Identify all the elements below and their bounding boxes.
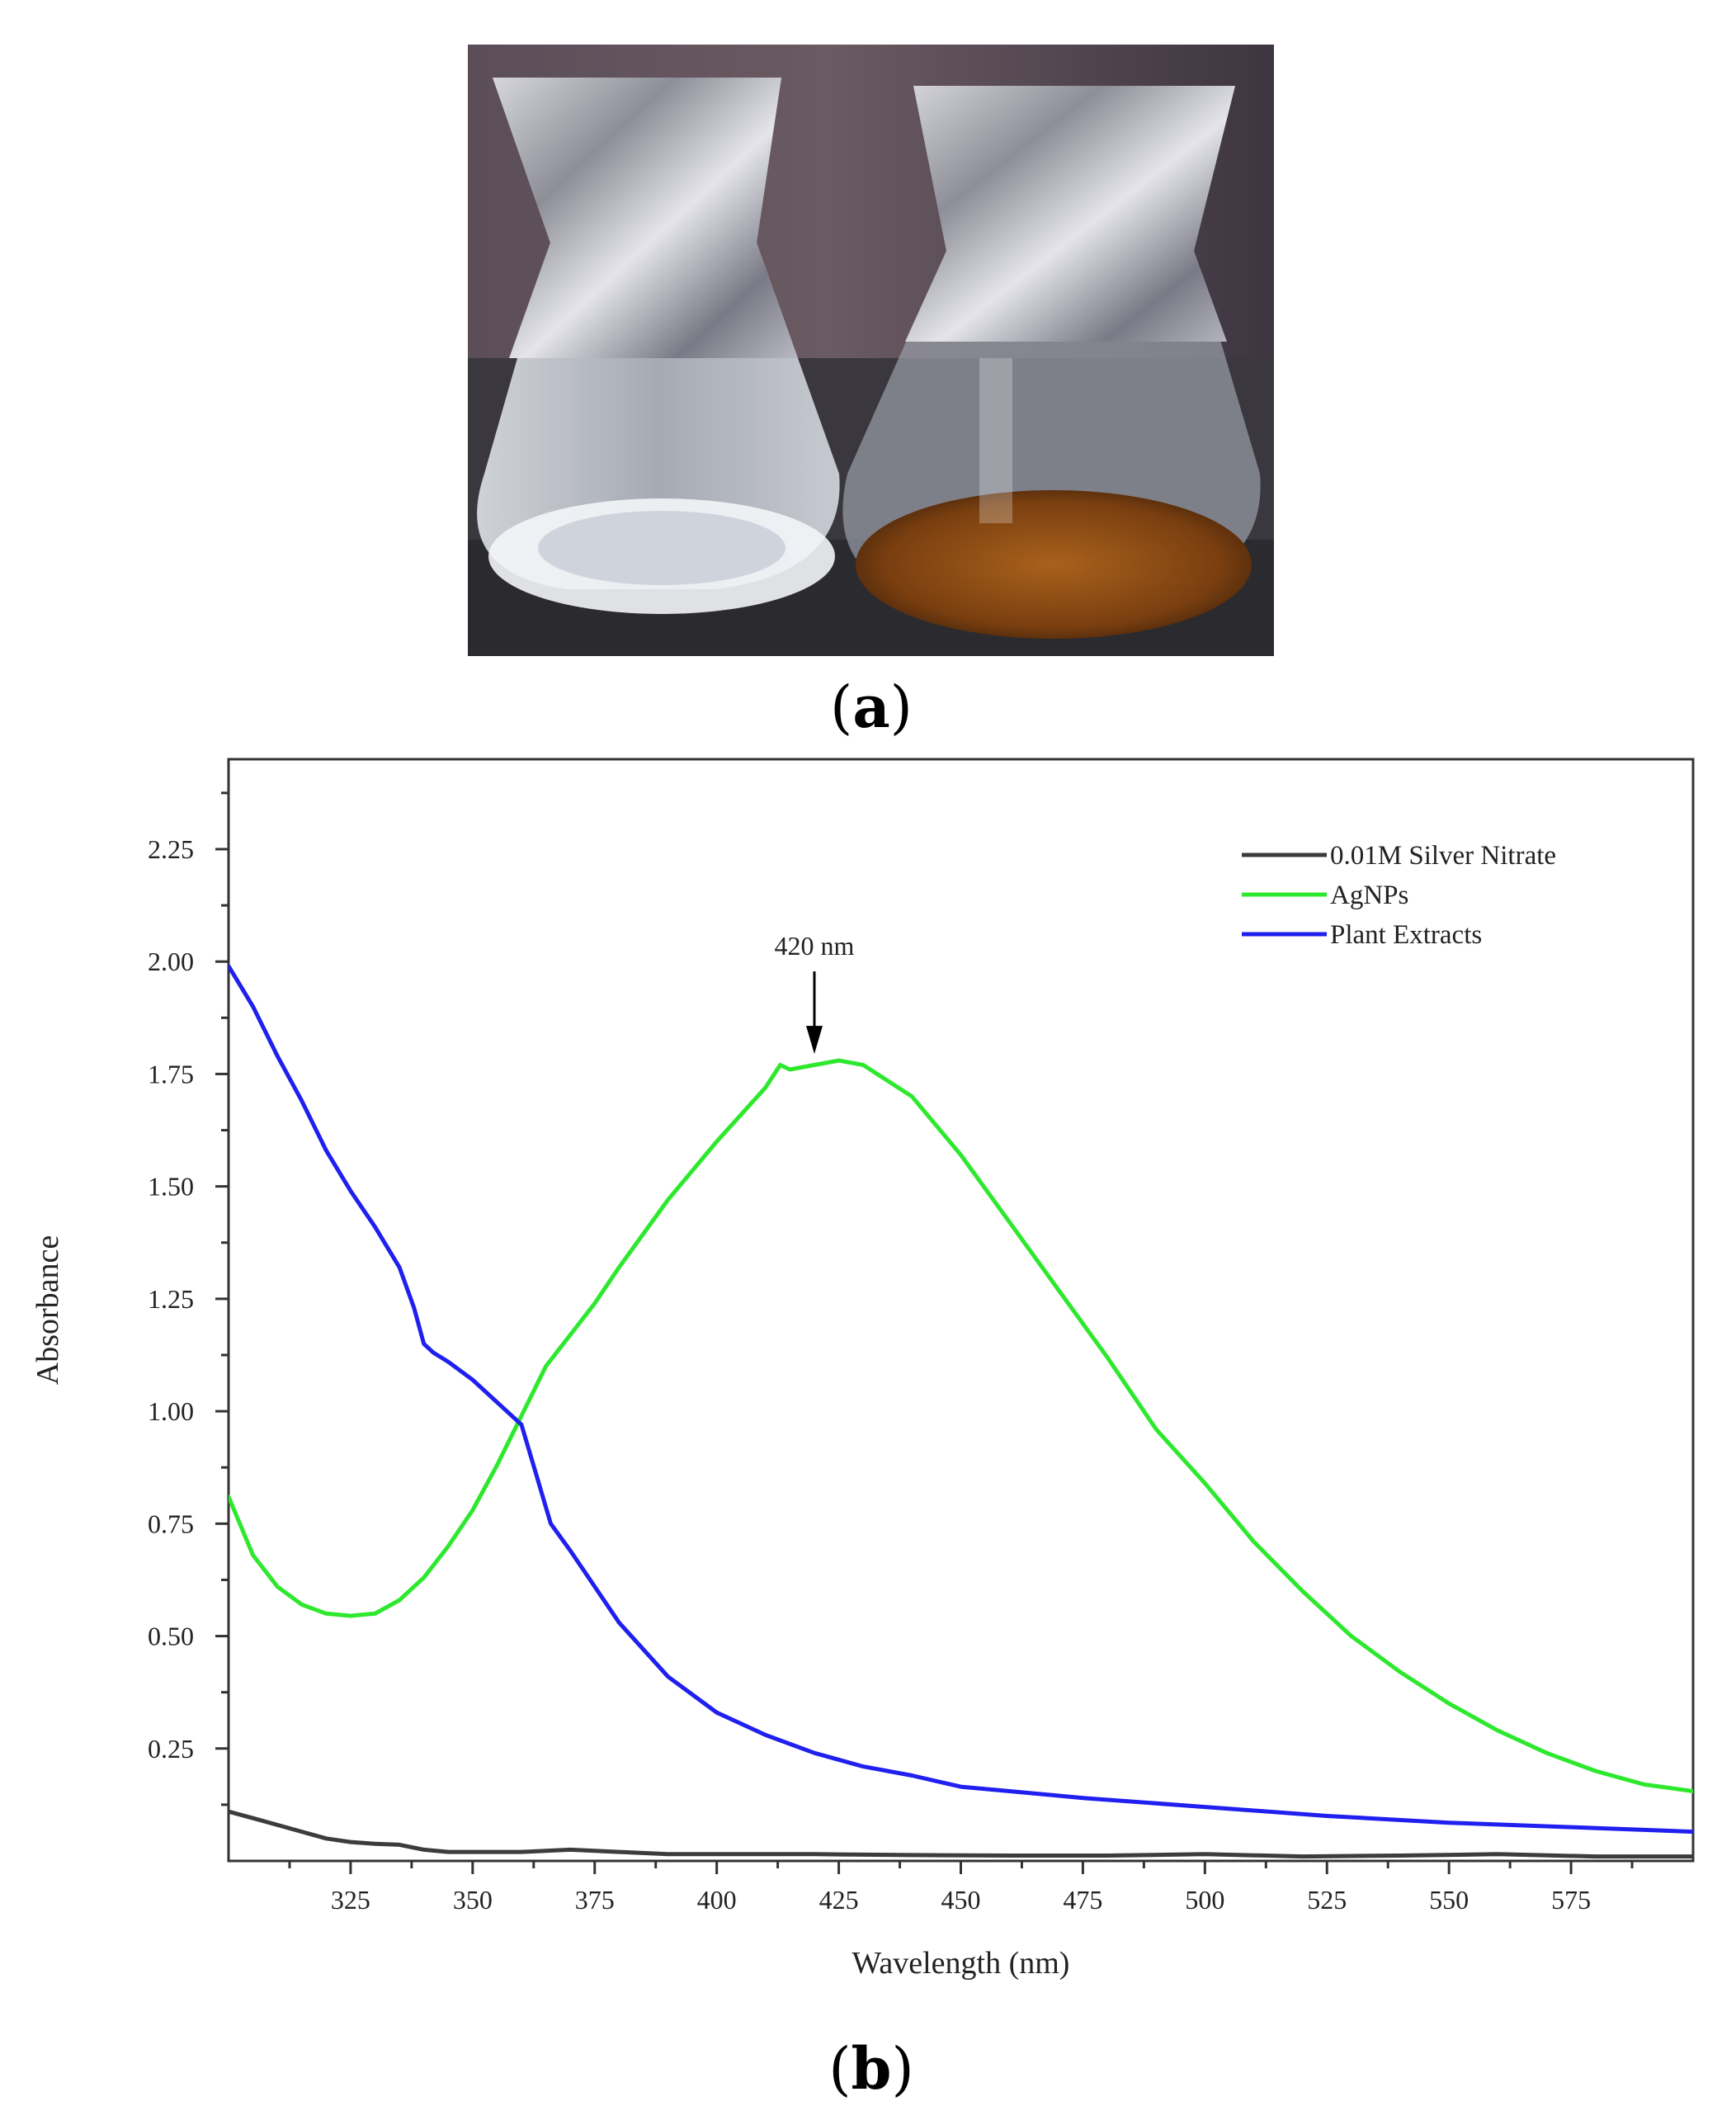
flask-photo xyxy=(468,45,1274,656)
series-line-2 xyxy=(229,1058,1693,1793)
x-tick-label: 575 xyxy=(1551,1885,1591,1915)
y-tick-label: 2.25 xyxy=(148,834,194,864)
legend-label-3: Plant Extracts xyxy=(1330,920,1482,950)
y-axis-ticks: 0.25 0.50 0.75 1.00 1.25 1.50 1.75 2.00 2.25 xyxy=(148,791,229,1806)
legend-label-2: AgNPs xyxy=(1330,881,1408,910)
legend-label-1: 0.01M Silver Nitrate xyxy=(1330,841,1556,871)
panel-label-a: (a) xyxy=(830,673,913,741)
series-line-1 xyxy=(229,1809,1693,1859)
x-tick-label: 425 xyxy=(819,1885,859,1915)
x-tick-label: 325 xyxy=(331,1885,370,1915)
x-tick-label: 350 xyxy=(453,1885,493,1915)
y-tick-label: 2.00 xyxy=(148,947,194,976)
x-tick-label: 450 xyxy=(941,1885,981,1915)
x-tick-label: 550 xyxy=(1429,1885,1469,1915)
uv-vis-spectrum-chart: 325 350 375 400 425 450 475 500 525 550 575 0.250.… xyxy=(31,758,1695,1981)
y-axis-title: Absorbance xyxy=(31,1235,65,1385)
y-tick-label: 0.50 xyxy=(148,1622,194,1651)
y-tick-label: 1.25 xyxy=(148,1284,194,1314)
peak-arrow-head xyxy=(806,1026,823,1055)
y-tick-label: 0.25 xyxy=(148,1734,194,1764)
series-layer xyxy=(229,964,1693,1859)
y-tick-label: 0.75 xyxy=(148,1509,194,1538)
x-tick-label: 525 xyxy=(1307,1885,1347,1915)
two-erlenmeyer-flasks-photo xyxy=(468,45,1274,656)
x-tick-label: 475 xyxy=(1063,1885,1102,1915)
y-tick-label: 1.00 xyxy=(148,1396,194,1426)
x-axis-title: Wavelength (nm) xyxy=(852,1946,1070,1981)
peak-annotation-label: 420 nm xyxy=(775,931,855,961)
y-tick-label: 1.75 xyxy=(148,1059,194,1088)
x-tick-label: 500 xyxy=(1185,1885,1224,1915)
legend: 0.01M Silver Nitrate AgNPs Plant Extracts xyxy=(1242,841,1556,950)
x-axis-ticks: 325 350 375 400 425 450 475 500 525 550 575 xyxy=(288,1861,1634,1915)
series-line-3 xyxy=(229,964,1693,1835)
panel-label-b: (b) xyxy=(828,2034,914,2103)
y-tick-label: 1.50 xyxy=(148,1172,194,1202)
x-tick-label: 400 xyxy=(697,1885,737,1915)
x-tick-label: 375 xyxy=(575,1885,615,1915)
peak-annotation: 420 nm xyxy=(775,931,855,1055)
